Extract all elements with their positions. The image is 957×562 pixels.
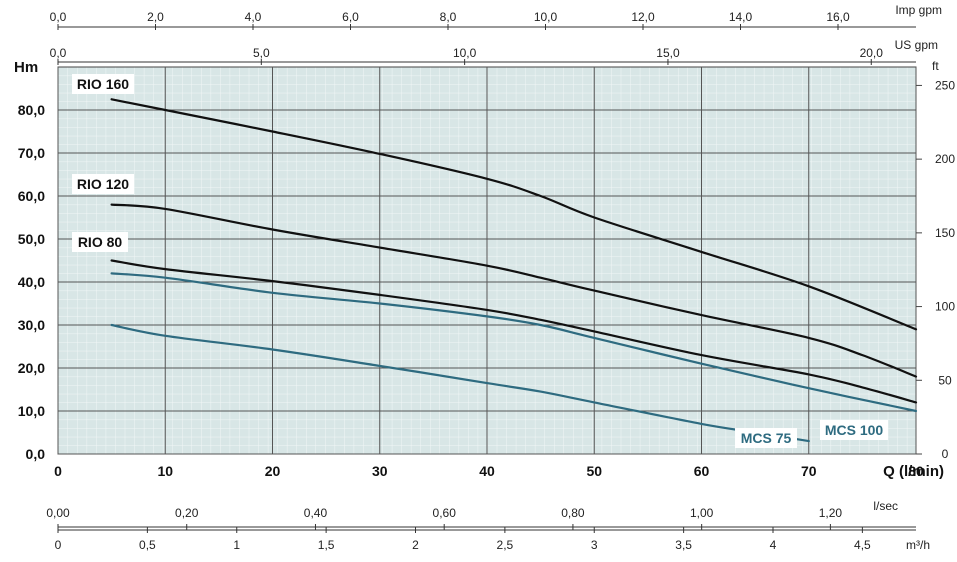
lsec-tick-label: 0,00 (46, 506, 70, 520)
x-tick-label: 60 (694, 463, 710, 479)
series-line-1 (110, 203, 918, 378)
y-left-title: Hm (14, 59, 38, 76)
lsec-tick-label: 0,40 (304, 506, 328, 520)
imp-gpm-tick-label: 2,0 (147, 10, 164, 24)
y-left-tick-label: 40,0 (18, 274, 45, 290)
lsec-tick-label: 0,20 (175, 506, 199, 520)
y-left-tick-label: 70,0 (18, 145, 45, 161)
x-tick-label: 80 (908, 463, 924, 479)
y-right-tick-label: 200 (935, 152, 955, 166)
y-right-axis: 0 50 100 150 200 250 (916, 78, 955, 461)
y-left-tick-label: 60,0 (18, 188, 45, 204)
y-right-tick-label: 0 (942, 447, 949, 461)
m3h-tick-label: 2,5 (497, 538, 514, 552)
x-tick-label: 40 (479, 463, 495, 479)
series-label-box-1 (72, 174, 134, 194)
imp-gpm-tick-label: 6,0 (342, 10, 359, 24)
y-right-tick-label: 250 (935, 78, 955, 92)
series-label-box-0 (72, 74, 134, 94)
series-label-1: RIO 120 (77, 176, 129, 192)
x-tick-label: 0 (54, 463, 62, 479)
x-tick-label: 20 (265, 463, 281, 479)
lsec-tick-label: 1,00 (690, 506, 714, 520)
imp-gpm-tick-label: 0,0 (50, 10, 67, 24)
us-gpm-title: US gpm (895, 38, 938, 52)
imp-gpm-tick-label: 10,0 (534, 10, 558, 24)
y-left-tick-label: 20,0 (18, 360, 45, 376)
series-label-box-4 (735, 428, 797, 448)
m3h-title: m³/h (906, 538, 930, 552)
bottom-axes: 0,00 0,20 0,40 0,60 0,80 1,00 1,20 0 0,5 1 1,5 2 2,5… (46, 506, 916, 552)
us-gpm-tick-label: 10,0 (453, 46, 477, 60)
x-tick-label: 30 (372, 463, 388, 479)
us-gpm-tick-label: 15,0 (656, 46, 680, 60)
y-right-tick-label: 150 (935, 226, 955, 240)
series-label-3: MCS 100 (825, 422, 884, 438)
us-gpm-tick-label: 5,0 (253, 46, 270, 60)
x-tick-label: 70 (801, 463, 817, 479)
series-label-box-3 (820, 420, 888, 440)
top-axes: 0,0 2,0 4,0 6,0 8,0 10,0 12,0 14,0 16,0 0,0 5,0 10,… (50, 10, 916, 65)
lsec-title: l/sec (873, 499, 898, 513)
imp-gpm-title: Imp gpm (895, 3, 942, 17)
series-line-3 (110, 272, 918, 413)
m3h-tick-label: 4 (770, 538, 777, 552)
y-left-axis: 0,0 10,0 20,0 30,0 40,0 50,0 60,0 70,0 80,0 (18, 102, 45, 462)
y-left-tick-label: 30,0 (18, 317, 45, 333)
series-labels: RIO 160 RIO 120 RIO 80 MCS 100 MCS 75 (72, 74, 888, 448)
m3h-tick-label: 2 (412, 538, 419, 552)
imp-gpm-tick-label: 14,0 (729, 10, 753, 24)
series-line-4 (110, 323, 810, 443)
m3h-tick-label: 3 (591, 538, 598, 552)
x-axis: 0 10 20 30 40 50 60 70 80 (54, 463, 924, 479)
series-line-0 (110, 98, 918, 331)
series-label-0: RIO 160 (77, 76, 129, 92)
x-tick-label: 50 (586, 463, 602, 479)
m3h-tick-label: 1,5 (318, 538, 335, 552)
series-line-2 (110, 259, 918, 404)
y-left-tick-label: 10,0 (18, 403, 45, 419)
lsec-tick-label: 0,80 (561, 506, 585, 520)
m3h-tick-label: 1 (233, 538, 240, 552)
m3h-tick-label: 0,5 (139, 538, 156, 552)
x-axis-title: Q (l/min) (883, 463, 944, 480)
m3h-tick-label: 4,5 (854, 538, 871, 552)
imp-gpm-tick-label: 8,0 (440, 10, 457, 24)
m3h-tick-label: 0 (55, 538, 62, 552)
imp-gpm-tick-label: 12,0 (631, 10, 655, 24)
y-left-tick-label: 0,0 (26, 446, 46, 462)
m3h-tick-label: 3,5 (675, 538, 692, 552)
us-gpm-tick-label: 0,0 (50, 46, 67, 60)
lsec-tick-label: 0,60 (433, 506, 457, 520)
series-label-2: RIO 80 (78, 234, 123, 250)
y-right-title: ft (932, 59, 939, 73)
us-gpm-tick-label: 20,0 (860, 46, 884, 60)
x-tick-label: 10 (157, 463, 173, 479)
lsec-tick-label: 1,20 (819, 506, 843, 520)
y-right-tick-label: 100 (935, 300, 955, 314)
y-right-tick-label: 50 (938, 373, 952, 387)
series-lines (110, 98, 918, 443)
series-label-4: MCS 75 (741, 430, 792, 446)
imp-gpm-tick-label: 4,0 (245, 10, 262, 24)
y-left-tick-label: 50,0 (18, 231, 45, 247)
y-left-tick-label: 80,0 (18, 102, 45, 118)
imp-gpm-tick-label: 16,0 (826, 10, 850, 24)
series-label-box-2 (72, 232, 128, 252)
